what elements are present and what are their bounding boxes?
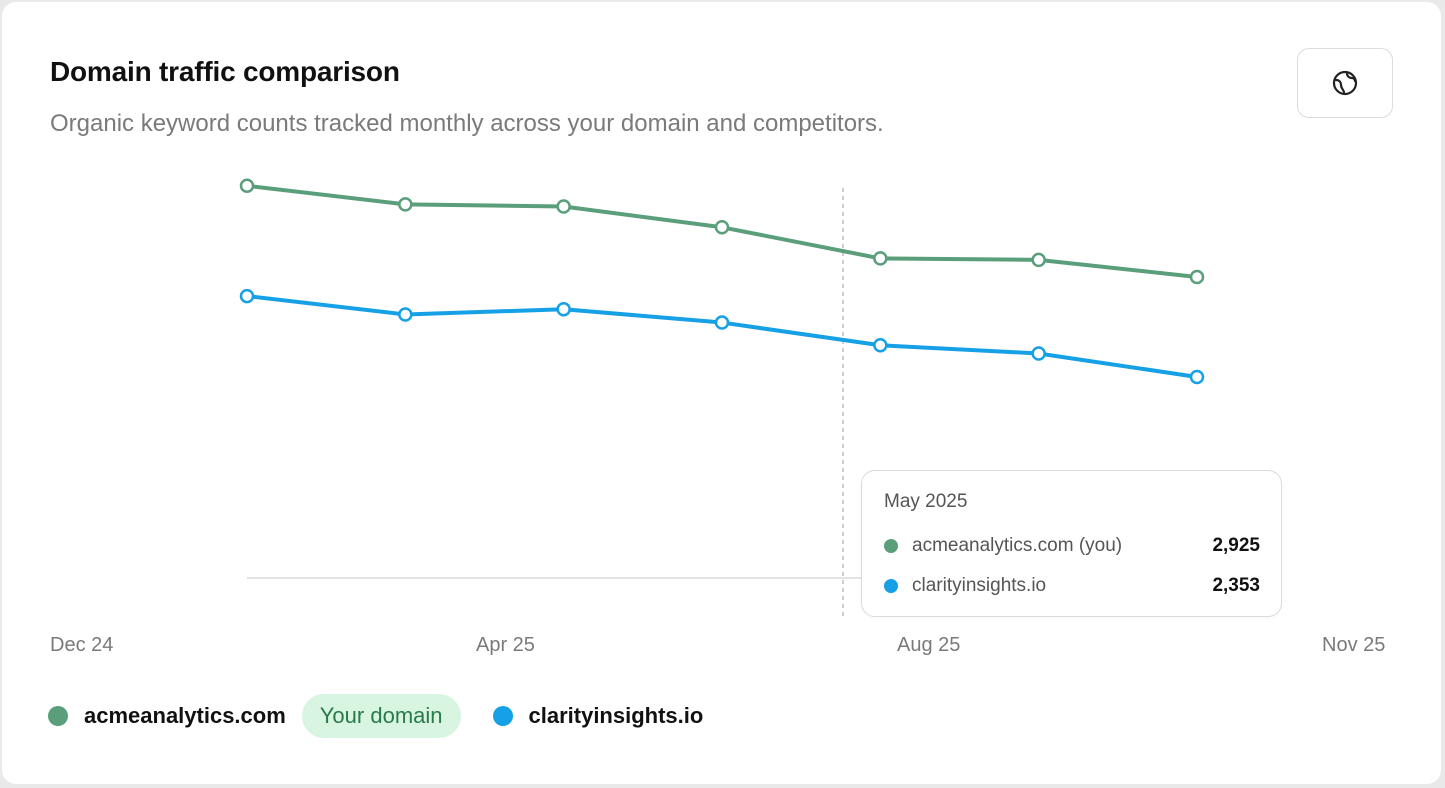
data-point[interactable] [873, 251, 888, 266]
tooltip-row-label: clarityinsights.io [912, 575, 1047, 596]
data-point[interactable] [1031, 252, 1046, 268]
card-title: Domain traffic comparison [50, 56, 400, 87]
data-point[interactable] [873, 338, 888, 353]
data-point[interactable] [1031, 346, 1046, 361]
data-point[interactable] [556, 301, 571, 317]
your-domain-badge: Your domain [301, 694, 461, 738]
x-tick-label: Nov 25 [1322, 634, 1386, 656]
x-tick-label: Dec 24 [50, 634, 114, 656]
x-tick-label: Apr 25 [476, 634, 535, 656]
data-point[interactable] [398, 307, 413, 322]
globe-icon [1332, 70, 1358, 96]
legend-label: acmeanalytics.com [84, 703, 286, 728]
tooltip-row-value: 2,353 [1212, 575, 1260, 596]
data-point[interactable] [398, 197, 413, 212]
legend-label: clarityinsights.io [528, 703, 704, 728]
series-dot [884, 579, 898, 593]
data-point[interactable] [239, 288, 255, 304]
tooltip-row: clarityinsights.io 2,353 [884, 574, 1260, 598]
card-subtitle: Organic keyword counts tracked monthly a… [50, 110, 884, 137]
chart-legend: acmeanalytics.com Your domain clarityins… [48, 694, 703, 738]
chart-tooltip: May 2025 acmeanalytics.com (you) 2,925 c… [861, 470, 1282, 617]
legend-dot [492, 706, 513, 726]
tooltip-row-value: 2,925 [1212, 535, 1260, 556]
legend-dot [48, 706, 68, 726]
globe-button[interactable] [1297, 48, 1393, 118]
tooltip-title: May 2025 [884, 491, 968, 512]
series-dot [884, 539, 898, 553]
data-point[interactable] [714, 315, 730, 330]
tooltip-row: acmeanalytics.com (you) 2,925 [884, 534, 1260, 558]
data-point[interactable] [556, 199, 571, 214]
series-line-1 [245, 294, 1199, 379]
data-point[interactable] [239, 178, 255, 194]
data-point[interactable] [1189, 269, 1205, 285]
tooltip-row-label: acmeanalytics.com (you) [912, 535, 1123, 556]
data-point[interactable] [1189, 369, 1205, 385]
x-tick-label: Aug 25 [897, 634, 961, 656]
data-point[interactable] [714, 220, 730, 235]
